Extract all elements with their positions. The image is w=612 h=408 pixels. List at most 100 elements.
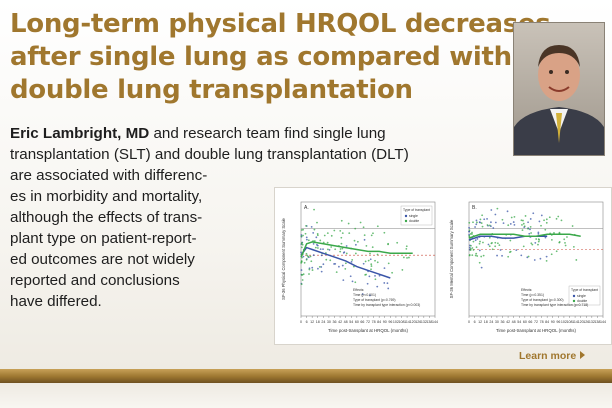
data-point-double [367, 259, 370, 262]
data-point-double [369, 252, 371, 255]
data-point-double [308, 268, 311, 271]
headline-line-1: Long-term physical HRQOL decreases [10, 9, 551, 39]
data-point-double [471, 247, 474, 249]
data-point-double [537, 243, 539, 246]
chart-mental-component: B. SF-36 Mental Component Summary Scale 0 6… [449, 201, 606, 333]
data-point-single [320, 266, 323, 268]
data-point-double [575, 259, 578, 261]
y-axis-label: SF-36 Mental Component Summary Scale [449, 219, 454, 298]
panel-label: B. [472, 205, 477, 211]
data-point-double [348, 232, 351, 235]
x-tick-label: 0 [468, 320, 470, 324]
data-point-single [319, 248, 322, 251]
data-point-single [349, 275, 352, 278]
data-point-single [545, 255, 548, 258]
data-point-double [468, 229, 471, 232]
data-point-double [405, 247, 408, 250]
data-point-double [326, 241, 329, 244]
data-point-double [480, 255, 483, 258]
data-point-double [475, 246, 478, 249]
data-point-single [490, 209, 493, 211]
data-point-double [316, 221, 318, 224]
legend-marker-double [404, 219, 408, 223]
data-point-double [362, 226, 365, 229]
summary-line-4: es in morbidity and mortality, [10, 188, 203, 205]
data-point-double [488, 236, 491, 239]
x-tick-label: 138 [594, 320, 600, 324]
data-point-double [326, 248, 329, 251]
data-point-double [391, 271, 394, 274]
data-point-double [330, 234, 333, 237]
data-point-double [488, 224, 491, 227]
data-point-single [490, 221, 492, 224]
data-point-double [304, 232, 307, 235]
data-point-double [555, 250, 558, 253]
data-point-double [537, 240, 540, 243]
data-point-double [486, 224, 489, 226]
x-axis-label: Time post-transplant at HRQOL (months) [496, 328, 576, 333]
data-point-double [527, 227, 530, 230]
data-point-single [363, 238, 366, 241]
data-point-double [405, 245, 408, 248]
data-point-double [335, 271, 338, 273]
x-tick-label: 96 [556, 320, 560, 324]
legend-marker-single [404, 214, 408, 218]
data-point-double [339, 250, 342, 253]
data-point-double [363, 234, 366, 237]
data-point-double [482, 254, 485, 257]
data-point-double [468, 234, 471, 237]
data-point-double [365, 244, 368, 247]
data-point-single [343, 251, 346, 254]
data-point-double [478, 242, 481, 245]
hrqol-figure: A. SF-36 Physical Component Summary Scale… [274, 187, 612, 345]
data-point-single [368, 275, 371, 278]
data-point-double [472, 249, 475, 251]
x-tick-label: 36 [501, 320, 505, 324]
panel-label: A. [304, 205, 309, 211]
data-point-single [383, 282, 386, 284]
data-point-double [323, 234, 326, 237]
x-tick-label: 72 [366, 320, 370, 324]
data-point-double [340, 219, 343, 222]
data-point-double [509, 239, 512, 242]
footer-gold-band [0, 369, 612, 383]
data-point-double [302, 228, 305, 231]
x-tick-label: 60 [355, 320, 359, 324]
data-point-single [328, 249, 331, 251]
data-point-single [540, 214, 543, 217]
x-tick-label: 66 [528, 320, 532, 324]
legend-title: Type of transplant [571, 288, 598, 292]
data-point-double [387, 242, 390, 245]
data-point-single [305, 238, 308, 241]
summary-line-8: reported and conclusions [10, 272, 180, 289]
data-point-double [563, 238, 566, 241]
data-point-double [468, 254, 471, 256]
data-point-double [510, 216, 513, 219]
data-point-single [529, 228, 531, 231]
effect-line: Type of transplant (p=0.769) [353, 298, 396, 302]
learn-more-link[interactable]: Learn more [519, 350, 586, 362]
data-point-double [374, 259, 376, 262]
data-point-single [376, 285, 379, 288]
x-tick-label: 18 [316, 320, 320, 324]
data-point-single [369, 294, 371, 297]
data-point-single [338, 265, 340, 268]
data-point-double [560, 219, 563, 222]
data-point-double [319, 239, 322, 242]
data-point-single [351, 280, 354, 283]
x-tick-label: 54 [349, 320, 353, 324]
x-tick-label: 90 [551, 320, 555, 324]
data-point-double [481, 225, 484, 228]
data-point-single [300, 269, 303, 271]
data-point-double [374, 278, 377, 281]
data-point-double [310, 260, 313, 263]
effect-line: Time by transplant type interaction (p=0… [521, 303, 588, 307]
data-point-double [300, 241, 303, 244]
data-point-single [305, 236, 308, 239]
x-tick-label: 108 [399, 320, 405, 324]
x-tick-label: 48 [512, 320, 516, 324]
chevron-right-icon [580, 351, 586, 359]
data-point-single [487, 243, 490, 246]
data-point-double [476, 221, 478, 224]
data-point-double [545, 221, 548, 224]
